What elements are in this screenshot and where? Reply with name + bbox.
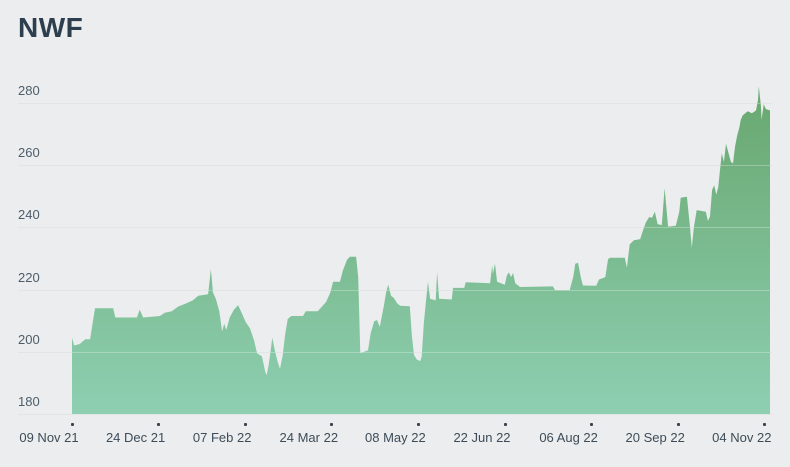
y-axis-label: 220 xyxy=(18,270,40,285)
x-axis-label: 09 Nov 21 xyxy=(19,430,79,445)
x-axis-tick xyxy=(503,423,507,426)
x-axis-tick xyxy=(416,423,420,426)
x-axis-tick xyxy=(590,423,594,426)
x-axis-tick xyxy=(243,423,247,426)
price-area-series[interactable] xyxy=(72,86,770,415)
x-axis-tick xyxy=(763,423,767,426)
h-gridline xyxy=(18,414,772,415)
y-axis-label: 280 xyxy=(18,83,40,98)
x-axis-label: 24 Mar 22 xyxy=(279,430,339,445)
h-gridline xyxy=(18,227,772,228)
x-axis-label: 08 May 22 xyxy=(365,430,426,445)
y-axis-label: 260 xyxy=(18,145,40,160)
x-axis-tick xyxy=(676,423,680,426)
y-axis-label: 240 xyxy=(18,207,40,222)
h-gridline xyxy=(18,290,772,291)
x-axis-label: 24 Dec 21 xyxy=(105,430,166,445)
x-axis-label: 06 Aug 22 xyxy=(539,430,598,445)
x-axis-label: 04 Nov 22 xyxy=(712,430,772,445)
y-axis-label: 200 xyxy=(18,332,40,347)
x-axis-tick xyxy=(330,423,334,426)
x-axis-tick xyxy=(70,423,74,426)
y-axis-label: 180 xyxy=(18,394,40,409)
x-axis-tick xyxy=(157,423,161,426)
h-gridline xyxy=(18,165,772,166)
x-axis-label: 22 Jun 22 xyxy=(453,430,511,445)
x-axis-label: 07 Feb 22 xyxy=(192,430,252,445)
x-axis-label: 20 Sep 22 xyxy=(625,430,685,445)
h-gridline xyxy=(18,103,772,104)
chart-title: NWF xyxy=(18,12,84,43)
